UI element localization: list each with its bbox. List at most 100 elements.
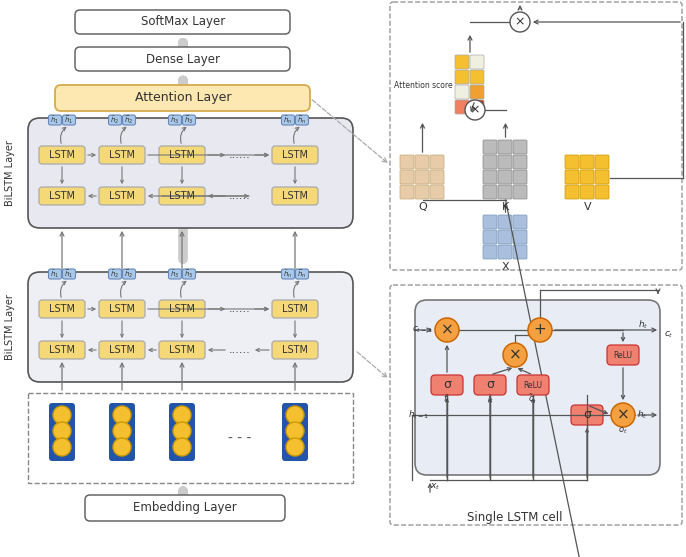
Circle shape (465, 100, 485, 120)
FancyBboxPatch shape (123, 269, 136, 279)
Text: ×: × (617, 408, 629, 423)
FancyBboxPatch shape (99, 300, 145, 318)
FancyBboxPatch shape (182, 115, 196, 125)
FancyBboxPatch shape (296, 269, 309, 279)
Text: $\bar{h}_1$: $\bar{h}_1$ (51, 114, 60, 126)
FancyBboxPatch shape (580, 155, 594, 169)
FancyBboxPatch shape (513, 155, 527, 169)
Text: $h_t$: $h_t$ (637, 409, 648, 421)
Circle shape (113, 406, 131, 424)
Text: X: X (501, 262, 509, 272)
Text: ReLU: ReLU (523, 380, 543, 389)
Circle shape (286, 422, 304, 440)
FancyBboxPatch shape (483, 230, 497, 244)
FancyBboxPatch shape (272, 146, 318, 164)
FancyBboxPatch shape (49, 269, 62, 279)
Text: Embedding Layer: Embedding Layer (133, 501, 237, 515)
Text: BiLSTM Layer: BiLSTM Layer (5, 294, 15, 360)
Circle shape (510, 12, 530, 32)
FancyBboxPatch shape (182, 269, 196, 279)
FancyBboxPatch shape (498, 245, 512, 259)
FancyBboxPatch shape (400, 185, 414, 199)
FancyBboxPatch shape (39, 341, 85, 359)
FancyBboxPatch shape (272, 187, 318, 205)
FancyBboxPatch shape (99, 341, 145, 359)
FancyBboxPatch shape (565, 155, 579, 169)
Text: LSTM: LSTM (169, 304, 195, 314)
Text: $\vec{h}_n$: $\vec{h}_n$ (297, 268, 307, 280)
Text: LSTM: LSTM (49, 191, 75, 201)
Text: LSTM: LSTM (169, 191, 195, 201)
FancyBboxPatch shape (431, 375, 463, 395)
FancyBboxPatch shape (430, 185, 444, 199)
Text: $\vec{h}_3$: $\vec{h}_3$ (185, 268, 193, 280)
Bar (28, 393, 353, 483)
Text: ×: × (470, 104, 480, 116)
Text: ......: ...... (229, 191, 251, 201)
FancyBboxPatch shape (49, 115, 62, 125)
Circle shape (435, 318, 459, 342)
Text: LSTM: LSTM (282, 191, 308, 201)
FancyBboxPatch shape (513, 245, 527, 259)
Text: $c_t$: $c_t$ (664, 330, 674, 340)
Text: Attention Layer: Attention Layer (134, 91, 231, 105)
FancyBboxPatch shape (483, 155, 497, 169)
FancyBboxPatch shape (109, 403, 135, 461)
FancyBboxPatch shape (108, 269, 121, 279)
Text: ×: × (440, 323, 453, 338)
FancyBboxPatch shape (470, 85, 484, 99)
Text: LSTM: LSTM (49, 150, 75, 160)
FancyBboxPatch shape (400, 155, 414, 169)
FancyBboxPatch shape (455, 55, 469, 69)
Text: $\vec{h}_1$: $\vec{h}_1$ (64, 268, 73, 280)
FancyBboxPatch shape (498, 215, 512, 229)
Text: ......: ...... (229, 345, 251, 355)
Text: σ: σ (583, 408, 591, 422)
FancyBboxPatch shape (607, 345, 639, 365)
Text: ......: ...... (229, 150, 251, 160)
FancyBboxPatch shape (390, 285, 682, 525)
Circle shape (173, 438, 191, 456)
FancyBboxPatch shape (296, 115, 309, 125)
FancyBboxPatch shape (159, 341, 205, 359)
FancyBboxPatch shape (498, 170, 512, 184)
Text: $\bar{h}_3$: $\bar{h}_3$ (170, 114, 180, 126)
FancyBboxPatch shape (62, 115, 75, 125)
Text: $\bar{h}_n$: $\bar{h}_n$ (283, 114, 293, 126)
FancyBboxPatch shape (75, 47, 290, 71)
Text: Dense Layer: Dense Layer (146, 52, 220, 66)
FancyBboxPatch shape (580, 185, 594, 199)
Text: $\vec{h}_2$: $\vec{h}_2$ (124, 268, 134, 280)
FancyBboxPatch shape (513, 170, 527, 184)
Text: LSTM: LSTM (49, 345, 75, 355)
FancyBboxPatch shape (169, 403, 195, 461)
Text: LSTM: LSTM (109, 304, 135, 314)
Text: $\vec{h}_n$: $\vec{h}_n$ (297, 114, 307, 126)
Text: $\bar{h}_3$: $\bar{h}_3$ (170, 268, 180, 280)
FancyBboxPatch shape (498, 185, 512, 199)
FancyBboxPatch shape (159, 146, 205, 164)
FancyBboxPatch shape (483, 245, 497, 259)
FancyBboxPatch shape (513, 230, 527, 244)
FancyBboxPatch shape (513, 215, 527, 229)
Text: LSTM: LSTM (109, 150, 135, 160)
FancyBboxPatch shape (483, 140, 497, 154)
FancyBboxPatch shape (498, 155, 512, 169)
Text: K: K (502, 202, 509, 212)
FancyBboxPatch shape (565, 185, 579, 199)
FancyBboxPatch shape (470, 100, 484, 114)
FancyBboxPatch shape (28, 118, 353, 228)
FancyBboxPatch shape (483, 185, 497, 199)
FancyBboxPatch shape (85, 495, 285, 521)
Text: - - -: - - - (228, 431, 252, 445)
Text: $x_t$: $x_t$ (430, 482, 440, 492)
FancyBboxPatch shape (595, 185, 609, 199)
FancyBboxPatch shape (415, 300, 660, 475)
Text: $\vec{h}_1$: $\vec{h}_1$ (64, 114, 73, 126)
Text: $\bar{h}_n$: $\bar{h}_n$ (283, 268, 293, 280)
Text: V: V (584, 202, 591, 212)
Text: LSTM: LSTM (49, 304, 75, 314)
Text: $f_t$: $f_t$ (443, 393, 451, 405)
Text: LSTM: LSTM (169, 150, 195, 160)
Text: ......: ...... (229, 304, 251, 314)
